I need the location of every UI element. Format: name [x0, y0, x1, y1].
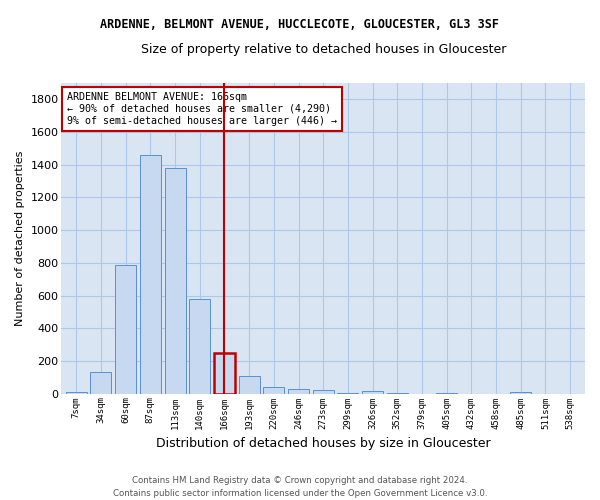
Bar — [436, 393, 457, 394]
Bar — [387, 393, 408, 394]
Bar — [214, 353, 235, 394]
Bar — [115, 264, 136, 394]
Bar — [140, 155, 161, 394]
Text: ARDENNE, BELMONT AVENUE, HUCCLECOTE, GLOUCESTER, GL3 3SF: ARDENNE, BELMONT AVENUE, HUCCLECOTE, GLO… — [101, 18, 499, 30]
Text: ARDENNE BELMONT AVENUE: 166sqm
← 90% of detached houses are smaller (4,290)
9% o: ARDENNE BELMONT AVENUE: 166sqm ← 90% of … — [67, 92, 337, 126]
Bar — [91, 372, 112, 394]
Text: Contains HM Land Registry data © Crown copyright and database right 2024.
Contai: Contains HM Land Registry data © Crown c… — [113, 476, 487, 498]
Title: Size of property relative to detached houses in Gloucester: Size of property relative to detached ho… — [140, 42, 506, 56]
X-axis label: Distribution of detached houses by size in Gloucester: Distribution of detached houses by size … — [156, 437, 491, 450]
Bar — [66, 392, 87, 394]
Bar — [510, 392, 531, 394]
Bar — [239, 376, 260, 394]
Bar — [263, 387, 284, 394]
Bar — [362, 391, 383, 394]
Bar — [189, 299, 210, 394]
Bar — [313, 390, 334, 394]
Y-axis label: Number of detached properties: Number of detached properties — [15, 150, 25, 326]
Bar — [164, 168, 185, 394]
Bar — [337, 393, 358, 394]
Bar — [288, 388, 309, 394]
